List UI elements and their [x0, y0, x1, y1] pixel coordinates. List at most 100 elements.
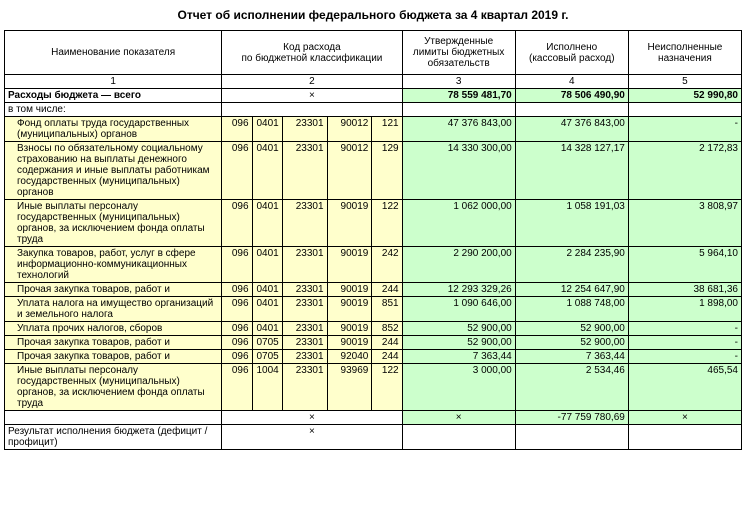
- hdr-approved: Утвержденные лимиты бюджетных обязательс…: [402, 31, 515, 75]
- row-code: 096: [222, 297, 252, 322]
- row-code: 0705: [252, 350, 282, 364]
- row-executed: 2 534,46: [515, 364, 628, 411]
- row-name: Уплата налога на имущество организаций и…: [5, 297, 222, 322]
- budget-table: Наименование показателя Код расхода по б…: [4, 30, 742, 450]
- total-row: Расходы бюджета — всего × 78 559 481,70 …: [5, 89, 742, 103]
- table-row: Иные выплаты персоналу государственных (…: [5, 200, 742, 247]
- table-row: Иные выплаты персоналу государственных (…: [5, 364, 742, 411]
- row-code: 23301: [282, 283, 327, 297]
- row-code: 096: [222, 247, 252, 283]
- result-val: [628, 425, 741, 450]
- colnum-1: 1: [5, 75, 222, 89]
- result-row: Результат исполнения бюджета (дефицит / …: [5, 425, 742, 450]
- row-code: 096: [222, 117, 252, 142]
- row-code: 096: [222, 200, 252, 247]
- table-row: Фонд оплаты труда государственных (муниц…: [5, 117, 742, 142]
- row-code: 23301: [282, 322, 327, 336]
- row-code: 122: [372, 200, 402, 247]
- row-name: Иные выплаты персоналу государственных (…: [5, 200, 222, 247]
- table-row: Прочая закупка товаров, работ и096040123…: [5, 283, 742, 297]
- row-code: 23301: [282, 350, 327, 364]
- row-code: 851: [372, 297, 402, 322]
- row-code: 23301: [282, 200, 327, 247]
- row-code: 1004: [252, 364, 282, 411]
- row-executed: 14 328 127,17: [515, 142, 628, 200]
- row-code: 0401: [252, 297, 282, 322]
- table-row: Прочая закупка товаров, работ и096070523…: [5, 336, 742, 350]
- row-code: 0401: [252, 283, 282, 297]
- row-unexecuted: 1 898,00: [628, 297, 741, 322]
- row-code: 096: [222, 283, 252, 297]
- row-unexecuted: -: [628, 336, 741, 350]
- row-code: 121: [372, 117, 402, 142]
- row-code: 852: [372, 322, 402, 336]
- row-code: 90019: [327, 322, 372, 336]
- table-row: Закупка товаров, работ, услуг в сфере ин…: [5, 247, 742, 283]
- row-code: 0401: [252, 200, 282, 247]
- row-approved: 1 090 646,00: [402, 297, 515, 322]
- row-approved: 1 062 000,00: [402, 200, 515, 247]
- total-label: Расходы бюджета — всего: [5, 89, 222, 103]
- row-code: 096: [222, 336, 252, 350]
- result-val: [402, 425, 515, 450]
- table-row: Взносы по обязательному социальному стра…: [5, 142, 742, 200]
- row-unexecuted: 38 681,36: [628, 283, 741, 297]
- row-unexecuted: -: [628, 322, 741, 336]
- hdr-name: Наименование показателя: [5, 31, 222, 75]
- row-name: Прочая закупка товаров, работ и: [5, 283, 222, 297]
- result-code: ×: [222, 425, 402, 450]
- row-name: Закупка товаров, работ, услуг в сфере ин…: [5, 247, 222, 283]
- hdr-executed: Исполнено (кассовый расход): [515, 31, 628, 75]
- row-approved: 47 376 843,00: [402, 117, 515, 142]
- row-executed: 1 058 191,03: [515, 200, 628, 247]
- row-code: 122: [372, 364, 402, 411]
- row-unexecuted: 3 808,97: [628, 200, 741, 247]
- row-code: 90019: [327, 297, 372, 322]
- row-approved: 12 293 329,26: [402, 283, 515, 297]
- row-approved: 14 330 300,00: [402, 142, 515, 200]
- row-name: Иные выплаты персоналу государственных (…: [5, 364, 222, 411]
- hdr-unexecuted: Неисполненные назначения: [628, 31, 741, 75]
- blank-row: ××-77 759 780,69×: [5, 411, 742, 425]
- row-code: 92040: [327, 350, 372, 364]
- row-code: 23301: [282, 297, 327, 322]
- hdr-code: Код расхода по бюджетной классификации: [222, 31, 402, 75]
- colnum-3: 3: [402, 75, 515, 89]
- row-code: 244: [372, 350, 402, 364]
- row-code: 23301: [282, 364, 327, 411]
- row-executed: 12 254 647,90: [515, 283, 628, 297]
- total-code: ×: [222, 89, 402, 103]
- row-unexecuted: -: [628, 117, 741, 142]
- row-code: 23301: [282, 336, 327, 350]
- row-code: 244: [372, 283, 402, 297]
- table-row: Уплата налога на имущество организаций и…: [5, 297, 742, 322]
- row-code: 90019: [327, 200, 372, 247]
- total-approved: 78 559 481,70: [402, 89, 515, 103]
- row-name: Уплата прочих налогов, сборов: [5, 322, 222, 336]
- blank-executed: -77 759 780,69: [515, 411, 628, 425]
- colnum-5: 5: [628, 75, 741, 89]
- row-unexecuted: 5 964,10: [628, 247, 741, 283]
- row-code: 096: [222, 364, 252, 411]
- row-executed: 7 363,44: [515, 350, 628, 364]
- blank-unexecuted: ×: [628, 411, 741, 425]
- including-row: в том числе:: [5, 103, 742, 117]
- row-approved: 52 900,00: [402, 336, 515, 350]
- blank-code: ×: [222, 411, 402, 425]
- row-code: 93969: [327, 364, 372, 411]
- row-code: 0401: [252, 117, 282, 142]
- blank-approved: ×: [402, 411, 515, 425]
- row-code: 0401: [252, 142, 282, 200]
- row-code: 0401: [252, 322, 282, 336]
- row-approved: 2 290 200,00: [402, 247, 515, 283]
- row-name: Взносы по обязательному социальному стра…: [5, 142, 222, 200]
- row-name: Прочая закупка товаров, работ и: [5, 336, 222, 350]
- row-code: 90012: [327, 142, 372, 200]
- row-code: 242: [372, 247, 402, 283]
- row-code: 244: [372, 336, 402, 350]
- row-code: 0401: [252, 247, 282, 283]
- row-code: 90019: [327, 247, 372, 283]
- row-code: 096: [222, 350, 252, 364]
- row-name: Фонд оплаты труда государственных (муниц…: [5, 117, 222, 142]
- row-unexecuted: -: [628, 350, 741, 364]
